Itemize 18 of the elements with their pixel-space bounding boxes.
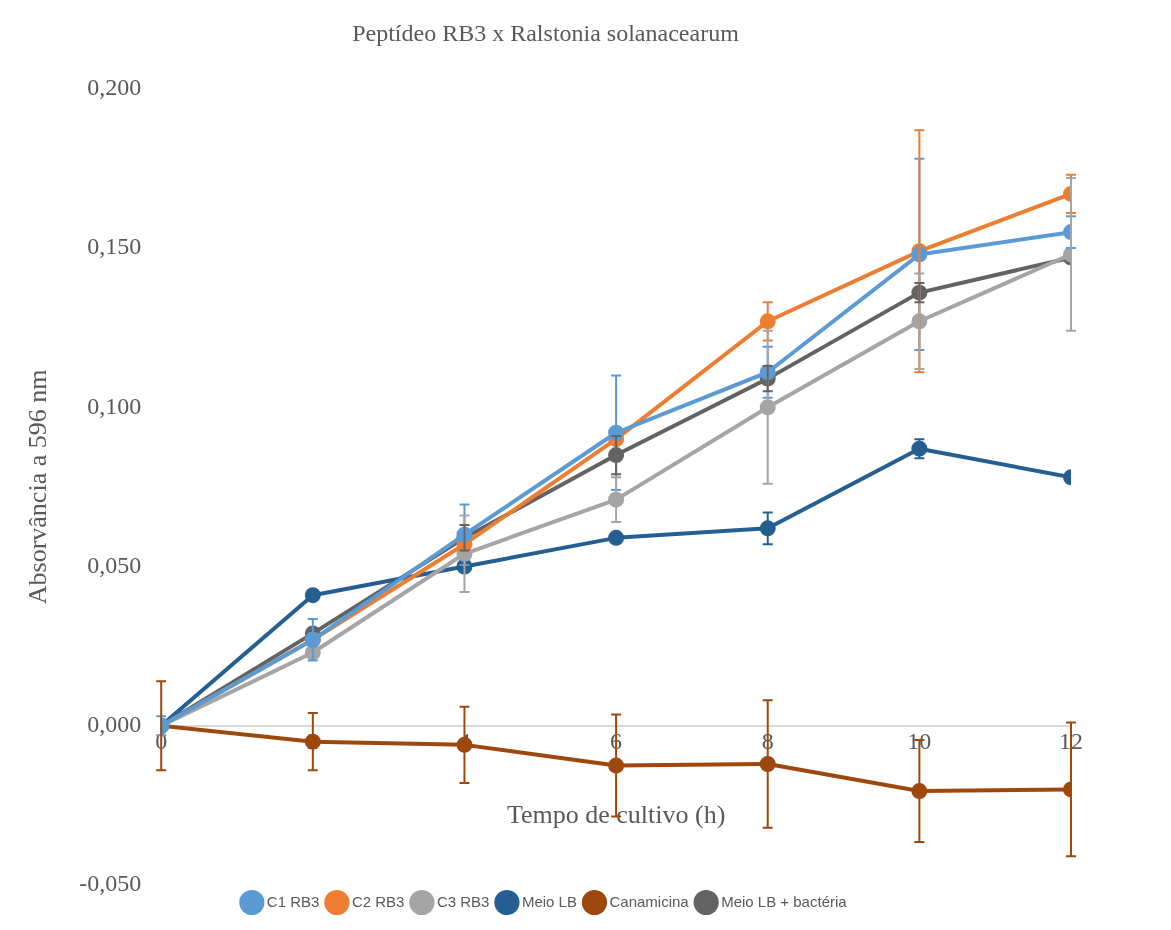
legend-label: C2 RB3 <box>351 892 405 910</box>
y-axis-title: Absorvância a 596 nm <box>23 369 53 605</box>
y-tick-label: 0,000 <box>87 711 142 738</box>
y-tick-label: -0,050 <box>79 870 142 897</box>
chart-title: Peptídeo RB3 x Ralstonia solanacearum <box>352 19 740 46</box>
point <box>608 529 625 546</box>
point <box>304 587 321 604</box>
legend-label: Meio LB + bactéria <box>721 892 848 910</box>
y-tick-label: 0,200 <box>87 74 142 101</box>
legend-label: C1 RB3 <box>266 892 320 910</box>
y-tick-label: 0,050 <box>87 551 142 578</box>
x-axis-title: Tempo de cultivo (h) <box>506 799 726 829</box>
y-tick-label: 0,150 <box>87 233 142 260</box>
legend-label: Canamicina <box>609 892 690 910</box>
legend-label: Meio LB <box>521 892 577 910</box>
y-tick-label: 0,100 <box>87 392 142 419</box>
legend-label: C3 RB3 <box>436 892 490 910</box>
x-tick-label: 10 <box>907 728 932 755</box>
